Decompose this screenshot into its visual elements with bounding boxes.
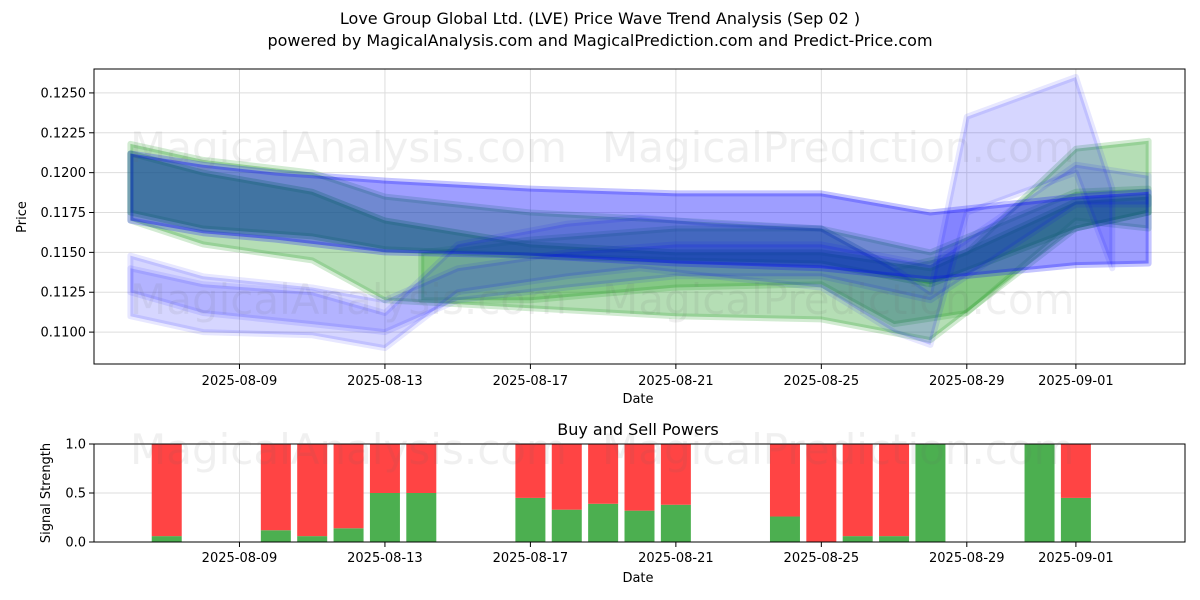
power-plot-frame [93, 443, 1186, 543]
sell-bar [333, 444, 364, 529]
buy-bar [624, 510, 655, 542]
sell-bar [406, 444, 437, 493]
sell-bar [1060, 444, 1091, 498]
sell-bar [369, 444, 400, 493]
sell-bar [769, 444, 800, 517]
price-ytick-label: 0.1250 [41, 86, 87, 101]
price-xlabel: Date [622, 392, 653, 407]
buy-bar [1060, 497, 1091, 542]
watermark-prediction: MagicalPrediction.com [602, 123, 1075, 172]
power-bars [151, 444, 1091, 542]
buy-bar [260, 530, 291, 542]
price-ytick-label: 0.1100 [41, 326, 87, 341]
price-band-green [127, 150, 1152, 288]
buy-bar [406, 493, 437, 542]
watermarks: MagicalAnalysis.com MagicalPrediction.com… [130, 123, 1075, 474]
price-ytick-label: 0.1225 [41, 126, 87, 141]
price-xtick-label: 2025-08-29 [929, 374, 1005, 389]
sell-bar [624, 444, 655, 511]
price-ytick-label: 0.1125 [41, 286, 87, 301]
buy-bar [1024, 444, 1055, 542]
price-band-blue [127, 161, 1152, 336]
sell-bar [806, 444, 837, 542]
price-ytick-label: 0.1200 [41, 166, 87, 181]
chart-title: Love Group Global Ltd. (LVE) Price Wave … [339, 9, 861, 28]
sell-bar [297, 444, 328, 537]
price-xtick-label: 2025-09-01 [1038, 374, 1114, 389]
power-ytick-label: 0.5 [65, 487, 86, 502]
price-ytick-label: 0.1150 [41, 246, 87, 261]
power-xtick-label: 2025-08-09 [202, 551, 278, 566]
power-xtick-label: 2025-08-21 [638, 551, 714, 566]
price-bands [127, 74, 1152, 352]
power-ytick-label: 1.0 [65, 438, 86, 453]
price-band-green [418, 137, 1152, 328]
sell-bar [515, 444, 546, 498]
power-xlabel: Date [622, 571, 653, 586]
power-ticks: 2025-08-09 2025-08-13 2025-08-17 2025-08-21… [65, 438, 1113, 567]
power-xtick-label: 2025-08-13 [347, 551, 423, 566]
price-xtick-label: 2025-08-25 [784, 374, 860, 389]
buy-bar [588, 503, 619, 542]
buy-bar [369, 493, 400, 542]
price-xtick-label: 2025-08-21 [638, 374, 714, 389]
price-ticks: 2025-08-09 2025-08-13 2025-08-17 2025-08-21… [41, 86, 1114, 389]
buy-bar [915, 444, 946, 542]
power-xtick-label: 2025-08-25 [784, 551, 860, 566]
watermark-prediction: MagicalPrediction.com [602, 425, 1075, 474]
sell-bar [551, 444, 582, 510]
watermark-analysis: MagicalAnalysis.com [130, 275, 567, 324]
sell-bar [879, 444, 910, 537]
price-band-blue [127, 74, 1116, 352]
sell-bar [151, 444, 182, 537]
sell-bar [842, 444, 873, 537]
power-ylabel: Signal Strength [39, 443, 54, 543]
buy-bar [660, 504, 691, 542]
buy-bar [297, 536, 328, 542]
power-xtick-label: 2025-08-17 [493, 551, 569, 566]
sell-bar [660, 444, 691, 505]
buy-bar [879, 536, 910, 542]
price-xtick-label: 2025-08-09 [202, 374, 278, 389]
watermark-prediction: MagicalPrediction.com [602, 275, 1075, 324]
buy-bar [151, 536, 182, 542]
power-xtick-label: 2025-08-29 [929, 551, 1005, 566]
power-ytick-label: 0.0 [65, 536, 86, 551]
price-xtick-label: 2025-08-13 [347, 374, 423, 389]
buy-bar [769, 516, 800, 542]
chart-subtitle: powered by MagicalAnalysis.com and Magic… [267, 31, 933, 50]
power-title: Buy and Sell Powers [557, 420, 719, 439]
price-band-blue [127, 150, 1152, 283]
buy-bar [515, 497, 546, 542]
price-ylabel: Price [15, 201, 30, 233]
price-ytick-label: 0.1175 [41, 206, 87, 221]
buy-bar [551, 509, 582, 542]
buy-bar [333, 528, 364, 542]
price-band-green [127, 140, 1152, 344]
watermark-analysis: MagicalAnalysis.com [130, 425, 567, 474]
sell-bar [588, 444, 619, 504]
price-plot-frame [93, 68, 1186, 365]
price-xtick-label: 2025-08-17 [493, 374, 569, 389]
watermark-analysis: MagicalAnalysis.com [130, 123, 567, 172]
sell-bar [260, 444, 291, 531]
buy-bar [842, 536, 873, 542]
power-xtick-label: 2025-09-01 [1038, 551, 1114, 566]
